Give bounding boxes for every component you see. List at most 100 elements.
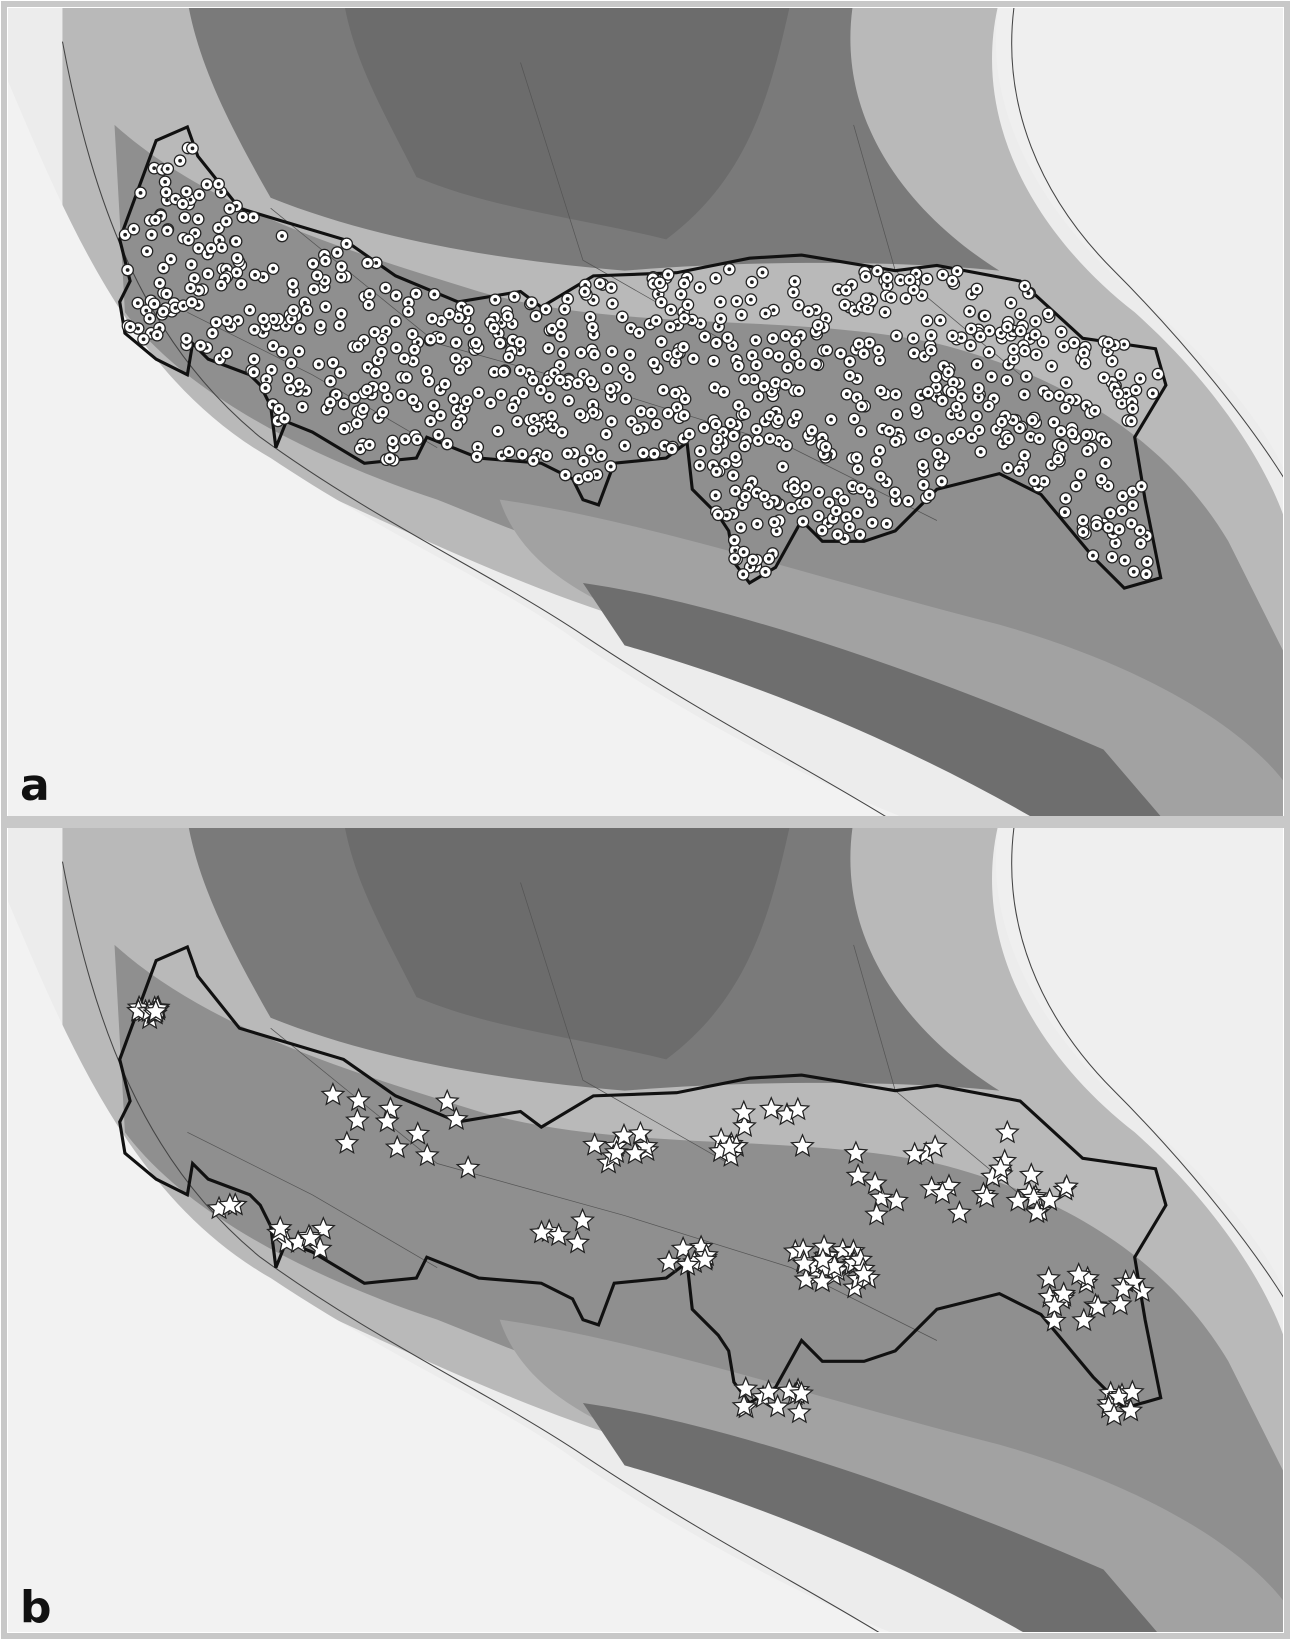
occurrence-point: [351, 418, 362, 429]
occurrence-point: [813, 487, 824, 498]
occurrence-point: [746, 276, 757, 287]
occurrence-point: [1070, 480, 1081, 491]
occurrence-point: [932, 448, 943, 459]
occurrence-point: [1048, 417, 1059, 428]
occurrence-point: [151, 329, 162, 340]
occurrence-point: [710, 273, 721, 284]
occurrence-point: [364, 288, 375, 299]
panel-b: [0, 820, 1291, 1640]
occurrence-point: [872, 265, 883, 276]
occurrence-point: [694, 460, 705, 471]
occurrence-point: [307, 258, 318, 269]
occurrence-point: [230, 236, 241, 247]
occurrence-point: [838, 494, 849, 505]
occurrence-point: [606, 282, 617, 293]
occurrence-point: [781, 440, 792, 451]
panel-a: [0, 0, 1291, 822]
occurrence-point: [439, 378, 450, 389]
occurrence-point: [795, 359, 806, 370]
occurrence-point: [656, 297, 667, 308]
occurrence-point: [370, 367, 381, 378]
occurrence-point: [946, 386, 957, 397]
occurrence-point: [855, 483, 866, 494]
occurrence-point: [1059, 506, 1070, 517]
occurrence-point: [966, 432, 977, 443]
occurrence-point: [943, 366, 954, 377]
occurrence-point: [601, 363, 612, 374]
occurrence-point: [144, 313, 155, 324]
occurrence-point: [181, 186, 192, 197]
occurrence-point: [527, 425, 538, 436]
occurrence-point: [922, 387, 933, 398]
occurrence-point: [1019, 450, 1030, 461]
occurrence-point: [739, 374, 750, 385]
occurrence-point: [362, 257, 373, 268]
occurrence-point: [235, 278, 246, 289]
occurrence-point: [910, 403, 921, 414]
occurrence-point: [739, 408, 750, 419]
occurrence-point: [665, 304, 676, 315]
occurrence-point: [656, 336, 667, 347]
occurrence-point: [1152, 368, 1163, 379]
panel-label: a: [20, 760, 50, 811]
occurrence-point: [293, 346, 304, 357]
occurrence-point: [1100, 437, 1111, 448]
occurrence-point: [851, 452, 862, 463]
occurrence-point: [767, 333, 778, 344]
occurrence-point: [1135, 538, 1146, 549]
occurrence-point: [1130, 384, 1141, 395]
occurrence-point: [782, 362, 793, 373]
occurrence-point: [678, 278, 689, 289]
occurrence-point: [710, 490, 721, 501]
occurrence-point: [745, 294, 756, 305]
occurrence-point: [332, 247, 343, 258]
occurrence-point: [428, 400, 439, 411]
page: a b (() => { const data = JSON.parse(doc…: [0, 0, 1291, 1640]
occurrence-point: [503, 446, 514, 457]
occurrence-point: [572, 378, 583, 389]
occurrence-point: [812, 319, 823, 330]
occurrence-point: [971, 359, 982, 370]
occurrence-point: [820, 441, 831, 452]
occurrence-point: [335, 367, 346, 378]
occurrence-point: [856, 400, 867, 411]
occurrence-point: [1078, 347, 1089, 358]
occurrence-point: [890, 389, 901, 400]
occurrence-point: [925, 330, 936, 341]
occurrence-point: [751, 359, 762, 370]
occurrence-point: [563, 395, 574, 406]
occurrence-point: [128, 223, 139, 234]
occurrence-point: [503, 351, 514, 362]
occurrence-point: [736, 309, 747, 320]
occurrence-point: [221, 216, 232, 227]
occurrence-point: [498, 366, 509, 377]
occurrence-point: [464, 323, 475, 334]
occurrence-point: [336, 308, 347, 319]
occurrence-point: [801, 497, 812, 508]
occurrence-point: [161, 288, 172, 299]
occurrence-point: [555, 330, 566, 341]
occurrence-point: [725, 417, 736, 428]
occurrence-point: [904, 274, 915, 285]
occurrence-point: [884, 425, 895, 436]
occurrence-point: [760, 308, 771, 319]
occurrence-point: [1008, 344, 1019, 355]
occurrence-point: [288, 304, 299, 315]
occurrence-point: [729, 553, 740, 564]
occurrence-point: [470, 337, 481, 348]
occurrence-point: [556, 318, 567, 329]
occurrence-point: [540, 304, 551, 315]
occurrence-point: [187, 143, 198, 154]
occurrence-point: [1055, 326, 1066, 337]
occurrence-point: [514, 337, 525, 348]
figure: a b: [0, 0, 1291, 1640]
occurrence-point: [750, 335, 761, 346]
occurrence-point: [423, 375, 434, 386]
occurrence-point: [279, 413, 290, 424]
occurrence-point: [1060, 377, 1071, 388]
occurrence-point: [338, 423, 349, 434]
occurrence-point: [1142, 556, 1153, 567]
occurrence-point: [338, 398, 349, 409]
occurrence-point: [816, 525, 827, 536]
occurrence-point: [320, 255, 331, 266]
